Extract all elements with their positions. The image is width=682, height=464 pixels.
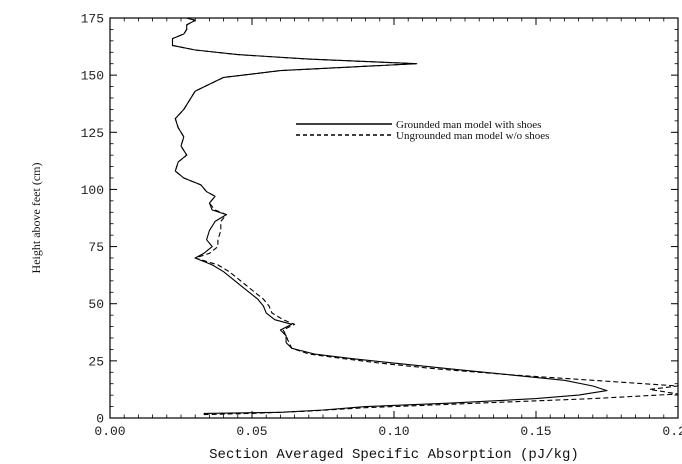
x-axis-title: Section Averaged Specific Absorption (pJ… <box>209 447 579 463</box>
y-tick-label: 75 <box>88 240 104 255</box>
legend-label-grounded: Grounded man model with shoes <box>396 119 541 131</box>
series-grounded-line <box>171 17 608 414</box>
axis-ticks <box>109 17 679 419</box>
y-axis-title: Height above feet (cm) <box>29 163 43 274</box>
legend: Grounded man model with shoes Ungrounded… <box>296 119 549 142</box>
series-ungrounded-line <box>171 17 679 416</box>
y-tick-label: 150 <box>81 69 104 84</box>
y-tick-label: 125 <box>81 126 104 141</box>
y-tick-label: 25 <box>88 354 104 369</box>
x-tick-label: 0.00 <box>94 424 125 439</box>
series-layer <box>171 17 679 416</box>
y-tick-label: 175 <box>81 12 104 27</box>
x-tick-label: 0.05 <box>236 424 267 439</box>
x-tick-label: 0.10 <box>378 424 409 439</box>
y-tick-label: 100 <box>81 183 104 198</box>
legend-label-ungrounded: Ungrounded man model w/o shoes <box>396 130 549 142</box>
y-tick-label: 50 <box>88 297 104 312</box>
y-tick-label: 0 <box>96 412 104 427</box>
x-tick-label: 0.15 <box>520 424 551 439</box>
x-tick-label: 0.20 <box>662 424 682 439</box>
axis-tick-labels: 0.00 0.05 0.10 0.15 0.20 0 25 50 75 100 125 150 175 <box>81 12 682 440</box>
